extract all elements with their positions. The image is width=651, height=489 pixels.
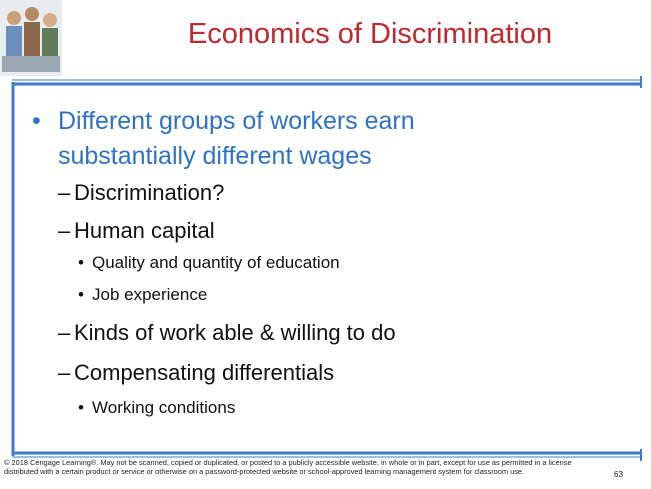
bullet-text: Compensating differentials: [74, 360, 335, 385]
bullet-marker: –: [58, 320, 71, 345]
copyright: © 2018 Cengage Learning®. May not be sca…: [4, 458, 572, 476]
bullet-text: Kinds of work able & willing to do: [74, 320, 396, 345]
bullet-text: Working conditions: [92, 398, 236, 417]
bullet-text: Human capital: [74, 218, 215, 243]
bullet-text: Quality and quantity of education: [92, 253, 340, 272]
bullet-marker: •: [78, 253, 84, 272]
header-illustration: [0, 0, 62, 76]
bullet-marker: –: [58, 180, 71, 205]
bullet-marker: –: [58, 360, 71, 385]
slide-title: Economics of Discrimination: [187, 18, 553, 50]
bullet-text: Job experience: [92, 285, 208, 304]
page-number: 63: [614, 470, 623, 479]
bullet-text: Different groups of workers earn substan…: [58, 107, 415, 170]
bullet-marker: •: [78, 398, 84, 417]
bullet-marker: •: [32, 107, 41, 135]
bullet-marker: •: [78, 285, 84, 304]
frame-lines: [11, 76, 642, 461]
bullet-text: Discrimination?: [74, 180, 225, 205]
bullet-marker: –: [58, 218, 71, 243]
